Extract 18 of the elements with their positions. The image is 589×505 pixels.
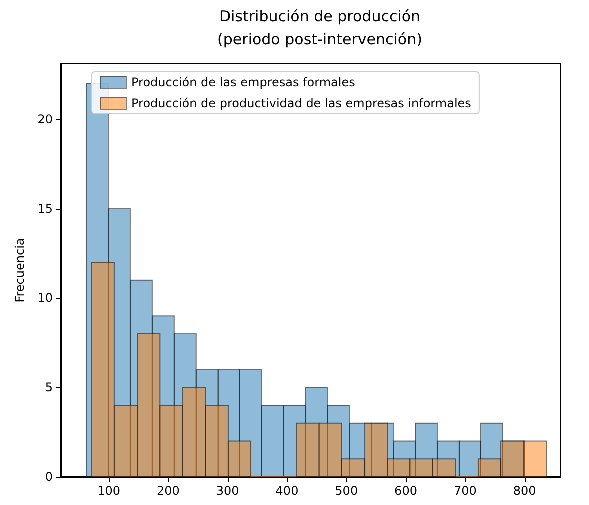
x-tick-label: 100 <box>98 484 121 498</box>
y-tick-label: 10 <box>38 291 53 306</box>
x-tick-label: 600 <box>394 484 418 498</box>
y-tick-label: 20 <box>38 112 53 126</box>
legend-label: Producción de las empresas formales <box>132 76 356 90</box>
y-tick-label: 0 <box>45 470 53 484</box>
x-tick-label: 500 <box>335 484 358 498</box>
chart-title: Distribución de producción <box>219 8 421 26</box>
x-tick-label: 200 <box>157 484 180 498</box>
x-tick-label: 800 <box>513 484 536 498</box>
x-tick-label: 400 <box>276 484 299 498</box>
x-tick-label: 300 <box>216 484 240 498</box>
y-tick-label: 5 <box>45 380 53 395</box>
chart-subtitle: (periodo post-intervención) <box>218 30 422 48</box>
y-tick-label: 15 <box>38 202 53 216</box>
legend-label: Producción de productividad de las empresas informales <box>132 96 472 110</box>
x-tick-label: 700 <box>454 484 477 498</box>
y-axis-title: Frecuencia <box>13 238 27 303</box>
